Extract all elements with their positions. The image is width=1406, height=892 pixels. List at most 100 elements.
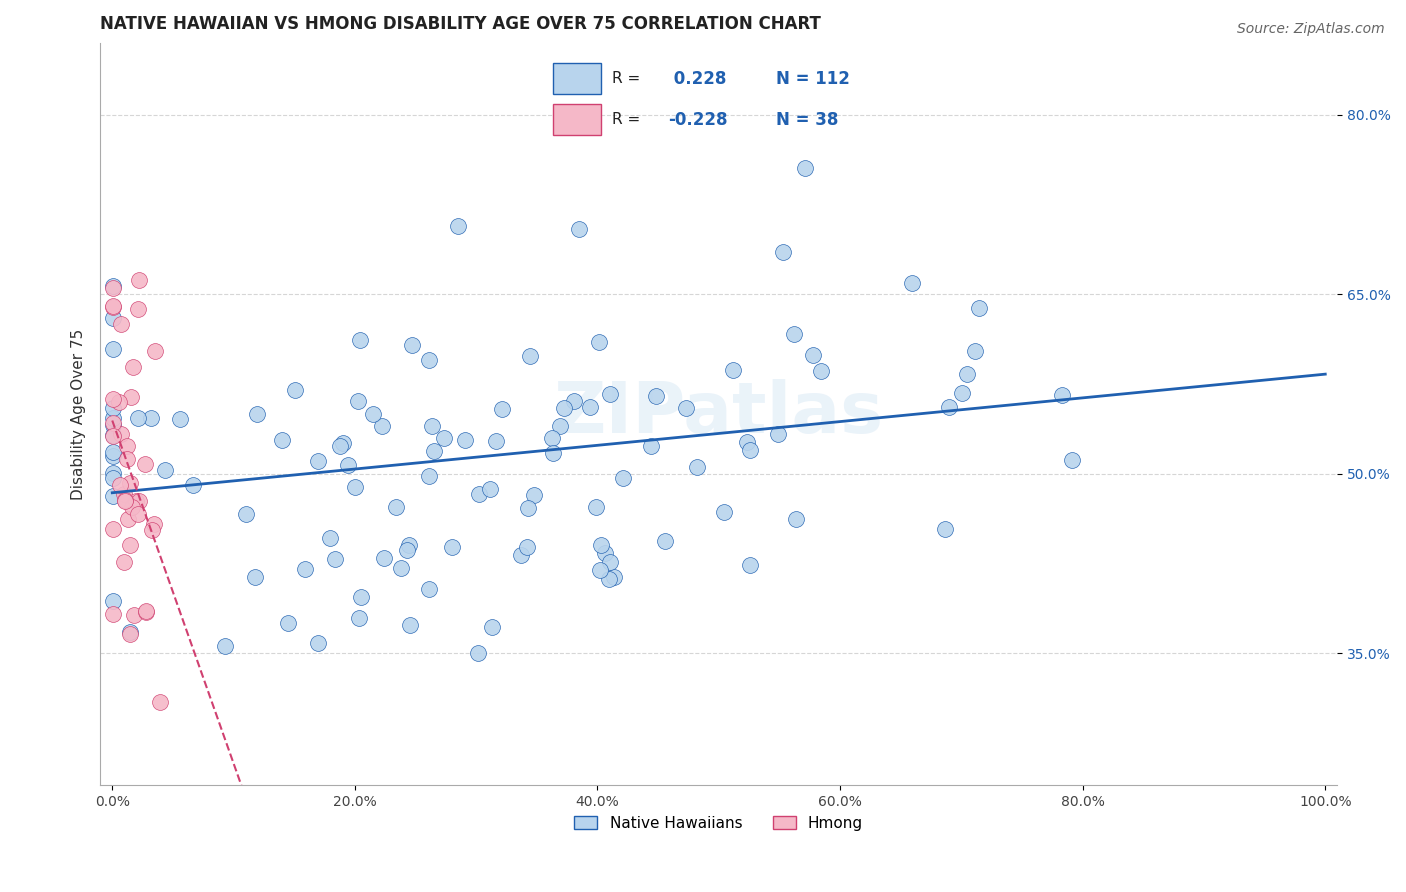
Point	[370, 419, 392, 434]
Point	[418, 469, 440, 483]
Point	[103, 417, 125, 432]
Point	[108, 395, 131, 409]
Point	[418, 353, 440, 368]
Point	[103, 449, 125, 463]
Point	[485, 434, 508, 448]
Point	[103, 299, 125, 313]
Point	[325, 552, 347, 566]
Point	[793, 161, 815, 175]
Point	[103, 278, 125, 293]
Point	[103, 471, 125, 485]
Text: ZIPatlas: ZIPatlas	[554, 379, 884, 449]
Point	[603, 570, 626, 584]
Point	[738, 558, 761, 573]
Point	[389, 561, 412, 575]
Point	[347, 611, 370, 625]
Point	[134, 457, 156, 471]
Point	[125, 494, 148, 508]
Point	[548, 419, 571, 434]
Point	[169, 412, 191, 426]
Point	[423, 444, 446, 458]
Point	[276, 615, 298, 630]
Point	[103, 607, 125, 622]
Point	[120, 390, 142, 404]
Point	[783, 326, 806, 341]
Point	[738, 442, 761, 457]
Point	[294, 562, 316, 576]
Point	[516, 541, 538, 555]
Point	[103, 427, 125, 442]
Point	[713, 505, 735, 519]
Point	[588, 334, 610, 349]
Point	[612, 471, 634, 485]
Point	[344, 480, 367, 494]
Point	[398, 617, 420, 632]
Point	[785, 512, 807, 526]
Point	[127, 411, 149, 425]
Point	[478, 482, 501, 496]
Point	[373, 551, 395, 566]
Point	[235, 508, 257, 522]
Point	[938, 400, 960, 414]
Point	[246, 407, 269, 421]
Point	[433, 431, 456, 445]
Point	[141, 524, 163, 538]
Point	[950, 385, 973, 400]
Point	[543, 446, 565, 460]
Point	[491, 402, 513, 417]
Point	[120, 624, 142, 639]
Point	[103, 401, 125, 415]
Point	[181, 478, 204, 492]
Point	[103, 300, 125, 314]
Point	[541, 431, 564, 445]
Point	[350, 591, 373, 605]
Point	[686, 459, 709, 474]
Point	[245, 570, 267, 584]
Point	[523, 488, 546, 502]
Point	[115, 452, 138, 467]
Point	[1050, 388, 1073, 402]
Point	[420, 418, 443, 433]
Point	[553, 401, 575, 416]
Point	[121, 500, 143, 514]
Point	[103, 429, 125, 443]
Point	[349, 334, 371, 348]
Point	[284, 383, 307, 397]
Point	[654, 533, 676, 548]
Point	[395, 542, 418, 557]
Point	[1062, 453, 1084, 467]
Point	[127, 301, 149, 316]
Point	[110, 427, 132, 442]
Point	[401, 338, 423, 352]
Point	[135, 604, 157, 618]
Point	[640, 439, 662, 453]
Point	[114, 492, 136, 507]
Point	[112, 487, 135, 501]
Point	[956, 368, 979, 382]
Point	[110, 318, 132, 332]
Point	[128, 273, 150, 287]
Point	[645, 389, 668, 403]
Legend: Native Hawaiians, Hmong: Native Hawaiians, Hmong	[568, 810, 869, 837]
Point	[810, 364, 832, 378]
Point	[128, 493, 150, 508]
Point	[307, 453, 329, 467]
Point	[509, 548, 531, 562]
Point	[329, 439, 352, 453]
Point	[361, 407, 384, 421]
Point	[598, 572, 620, 586]
Point	[121, 360, 143, 375]
Point	[112, 556, 135, 570]
Point	[568, 70, 591, 84]
Point	[801, 348, 824, 362]
Point	[103, 593, 125, 607]
Point	[735, 434, 758, 449]
Point	[772, 244, 794, 259]
Point	[141, 411, 163, 425]
Point	[103, 466, 125, 480]
Point	[440, 541, 463, 555]
Point	[454, 434, 477, 448]
Point	[969, 301, 991, 315]
Point	[721, 362, 744, 376]
Point	[149, 695, 172, 709]
